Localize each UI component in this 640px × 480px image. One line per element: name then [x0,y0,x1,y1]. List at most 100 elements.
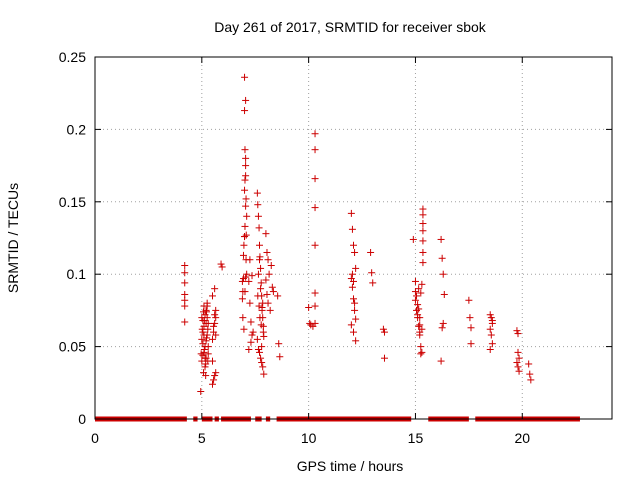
data-point [419,211,427,219]
y-axis: 0 0.05 0.1 0.15 0.2 0.25 [59,49,612,427]
data-point [305,304,313,312]
data-point [247,338,255,346]
data-point [197,387,205,395]
data-point [242,162,250,170]
data-point [209,380,216,388]
data-point [264,256,272,264]
data-point [264,299,272,307]
data-point [218,263,226,271]
data-point [265,270,273,278]
grid [95,57,612,419]
data-point [242,96,250,104]
data-point [241,107,249,115]
data-point [245,345,253,353]
data-point [368,269,376,277]
data-point [438,324,446,332]
data-point [311,289,319,297]
data-point [380,354,388,362]
data-point [200,348,208,356]
data-point [367,248,375,256]
data-point [212,369,220,377]
data-point [247,318,255,326]
data-point [259,328,267,336]
data-point [201,343,209,351]
data-point [202,337,210,345]
data-point [417,343,425,351]
data-point [242,172,250,180]
data-point [276,353,284,361]
data-point [198,335,206,343]
data-point [240,325,248,333]
data-point [238,277,246,285]
x-tick-label: 0 [91,430,99,446]
data-point [419,237,427,245]
data-point [352,264,360,272]
data-point [246,299,254,307]
data-point [439,319,447,327]
data-point [413,292,421,300]
data-point [198,357,206,365]
data-point [254,292,262,300]
data-point [248,331,256,339]
data-point [248,272,256,280]
chart-title: Day 261 of 2017, SRMTID for receiver sbo… [214,19,487,35]
data-point [351,306,359,314]
data-point [199,328,207,336]
y-tick-label: 0.05 [59,339,86,355]
data-point [181,262,189,270]
data-point [209,335,216,343]
data-point [350,295,357,303]
data-point [266,306,274,314]
data-point [258,343,266,351]
data-point [350,328,357,336]
data-point [211,311,219,319]
data-point [515,367,523,375]
data-point [419,220,427,228]
data-point [311,204,319,212]
data-point [369,279,377,287]
data-point [419,248,427,256]
data-point [257,285,265,293]
data-point [200,369,208,377]
x-tick-label: 15 [408,430,424,446]
data-point [437,357,445,365]
data-point [212,331,220,339]
data-point [274,292,282,300]
data-point [259,363,267,371]
data-point [513,327,521,335]
plot-frame [94,56,613,420]
data-point [239,314,247,322]
data-point [181,269,189,277]
data-point [525,360,533,368]
x-tick-label: 5 [198,430,206,446]
data-points [181,73,535,395]
y-tick-label: 0 [78,411,86,427]
data-point [255,302,263,310]
data-point [257,321,265,329]
data-point [245,277,253,285]
data-point [486,311,494,319]
data-point [467,340,475,348]
data-point [256,241,263,249]
data-point [241,233,249,241]
data-point [417,289,425,297]
data-point [351,248,359,256]
data-point [419,227,427,235]
data-point [211,372,219,380]
data-point [419,259,427,267]
data-point [253,189,261,197]
data-point [262,230,270,238]
y-tick-label: 0.2 [67,121,87,137]
data-point [440,290,448,298]
data-point [352,315,360,323]
data-point [269,288,277,296]
data-point [257,264,265,272]
data-point [514,348,522,356]
data-point [199,351,207,359]
data-point [249,328,257,336]
data-point [414,311,422,319]
data-point [514,363,522,371]
data-point [217,260,225,268]
data-point [486,325,494,333]
